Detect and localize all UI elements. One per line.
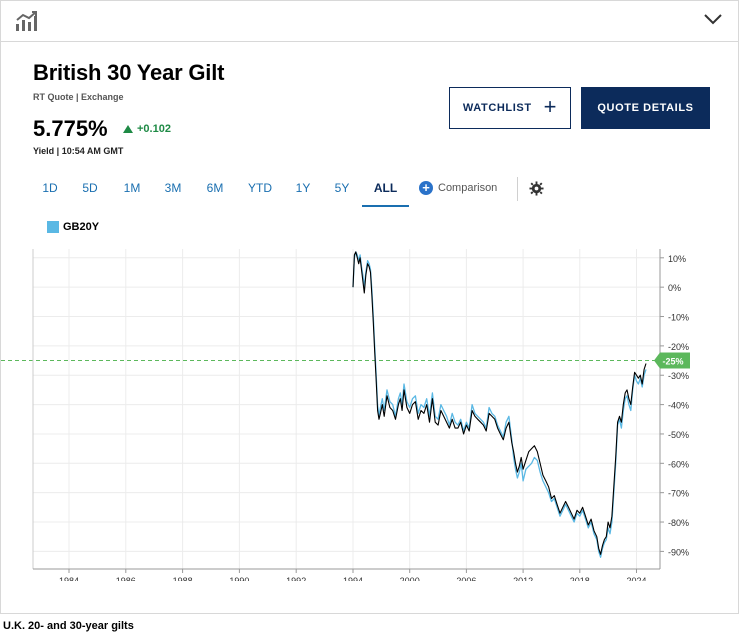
- comparison-button[interactable]: + Comparison: [419, 181, 497, 195]
- chart-series: [352, 251, 647, 558]
- yield-time: Yield | 10:54 AM GMT: [33, 146, 124, 156]
- y-tick-label: -80%: [668, 518, 689, 528]
- y-tick-label: -40%: [668, 401, 689, 411]
- y-tick-label: -20%: [668, 342, 689, 352]
- x-tick-label: 2018: [570, 576, 590, 581]
- tab-1y[interactable]: 1Y: [295, 181, 311, 195]
- watchlist-button[interactable]: WATCHLIST +: [449, 87, 571, 129]
- legend: GB20Y: [47, 221, 99, 233]
- marker-tag: [654, 352, 690, 369]
- gear-icon[interactable]: [529, 181, 544, 196]
- tab-5y[interactable]: 5Y: [334, 181, 350, 195]
- comparison-label: Comparison: [438, 182, 498, 194]
- y-tick-label: 0%: [668, 283, 681, 293]
- legend-label: GB20Y: [63, 221, 100, 233]
- chart-axes: 10% 0% -10% -20% -30% -40% -50% -60% -70% -80% -90…: [32, 249, 689, 581]
- up-arrow-icon: [123, 125, 133, 133]
- top-bar: [1, 1, 738, 42]
- quote-details-button[interactable]: QUOTE DETAILS: [581, 87, 710, 129]
- series-line-dark: [352, 251, 647, 555]
- series-line-gb20y: [352, 251, 647, 558]
- tab-1m[interactable]: 1M: [123, 181, 141, 195]
- plus-circle-icon: +: [419, 181, 433, 195]
- chart-grid: [1, 249, 660, 569]
- x-tick-label: 1986: [116, 576, 136, 581]
- x-tick-label: 2024: [626, 576, 646, 581]
- tab-6m[interactable]: 6M: [206, 181, 224, 195]
- tab-all[interactable]: ALL: [362, 177, 409, 207]
- y-tick-label: -60%: [668, 459, 689, 469]
- chevron-down-icon[interactable]: [704, 13, 722, 25]
- line-chart: 10% 0% -10% -20% -30% -40% -50% -60% -70% -80% -90…: [1, 249, 690, 581]
- x-tick-label: 2000: [400, 576, 420, 581]
- current-marker: -25%: [654, 352, 690, 369]
- chart-icon[interactable]: [15, 10, 39, 32]
- toolbar-divider: [517, 177, 518, 201]
- x-tick-label: 1994: [343, 576, 363, 581]
- x-tick-label: 1990: [229, 576, 249, 581]
- x-tick-label: 1984: [59, 576, 79, 581]
- chart-card: British 30 Year Gilt RT Quote | Exchange…: [0, 0, 739, 614]
- tab-1d[interactable]: 1D: [42, 181, 58, 195]
- plus-icon: +: [543, 94, 558, 119]
- watchlist-label: WATCHLIST: [462, 102, 532, 114]
- y-tick-label: -90%: [668, 547, 689, 557]
- y-tick-label: 10%: [668, 254, 686, 264]
- y-tick-label: -50%: [668, 430, 689, 440]
- page-title: British 30 Year Gilt: [33, 60, 225, 85]
- tab-5d[interactable]: 5D: [82, 181, 98, 195]
- figure-caption: U.K. 20- and 30-year gilts: [3, 620, 134, 632]
- plot-area: [33, 249, 660, 569]
- tab-ytd[interactable]: YTD: [248, 181, 272, 195]
- marker-label: -25%: [662, 357, 683, 367]
- price-value: 5.775%: [33, 116, 108, 141]
- y-tick-label: -30%: [668, 371, 689, 381]
- y-tick-label: -70%: [668, 489, 689, 499]
- tab-3m[interactable]: 3M: [164, 181, 182, 195]
- price-change: +0.102: [123, 123, 171, 135]
- x-tick-label: 2006: [456, 576, 476, 581]
- x-tick-label: 2012: [513, 576, 533, 581]
- price-change-value: +0.102: [137, 123, 171, 135]
- x-tick-label: 1992: [286, 576, 306, 581]
- legend-swatch: [47, 221, 59, 233]
- x-tick-label: 1988: [173, 576, 193, 581]
- quote-source: RT Quote | Exchange: [33, 92, 124, 102]
- y-tick-label: -10%: [668, 313, 689, 323]
